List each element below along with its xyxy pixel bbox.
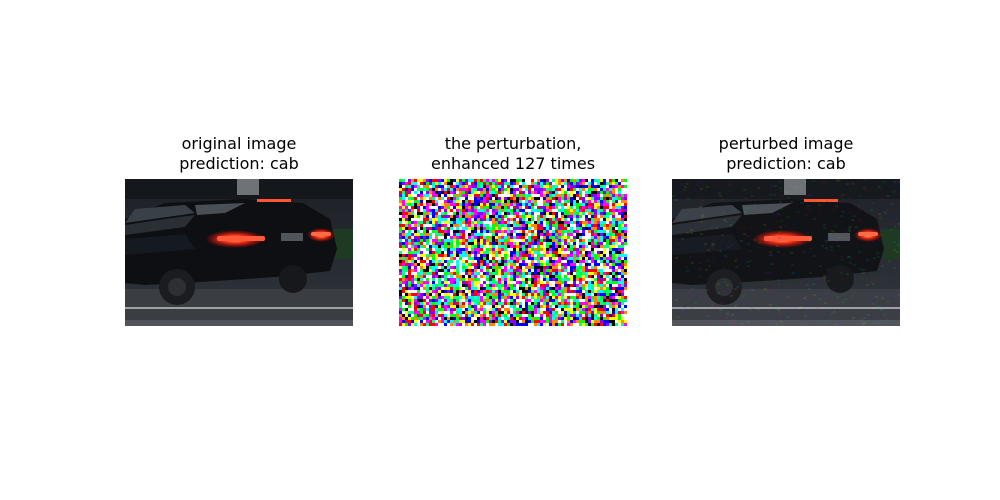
original-car-image <box>125 179 353 326</box>
perturbed-image-prediction: prediction: cab <box>726 154 846 173</box>
perturbed-image-title: perturbed image prediction: cab <box>672 134 900 176</box>
original-image-title: original image prediction: cab <box>125 134 353 176</box>
original-image-title-line1: original image <box>181 134 297 153</box>
perturbation-panel: the perturbation, enhanced 127 times <box>399 134 627 326</box>
perturbed-image-panel: perturbed image prediction: cab <box>672 134 900 326</box>
original-image-prediction: prediction: cab <box>179 154 299 173</box>
perturbed-car-image <box>672 179 900 326</box>
original-image-panel: original image prediction: cab <box>125 134 353 326</box>
perturbed-image-title-line1: perturbed image <box>718 134 854 153</box>
perturbation-title: the perturbation, enhanced 127 times <box>399 134 627 176</box>
perturbation-noise-image <box>399 179 627 326</box>
perturbation-title-line1: the perturbation, <box>444 134 582 153</box>
perturbation-title-line2: enhanced 127 times <box>430 154 596 173</box>
